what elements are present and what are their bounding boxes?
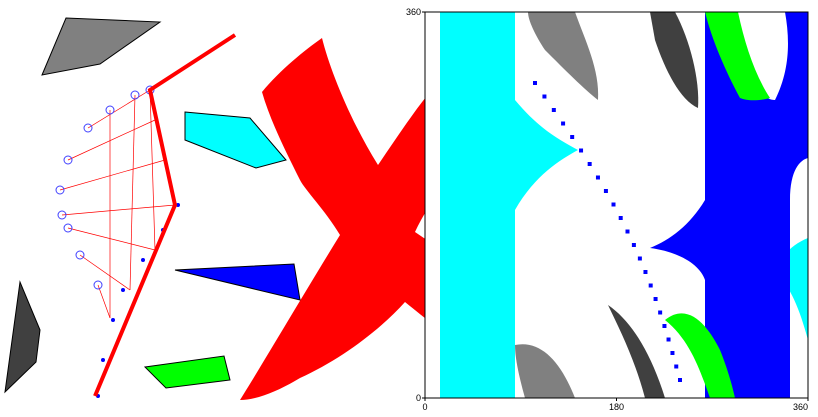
path-dot: [678, 378, 682, 382]
path-dot: [570, 135, 574, 139]
path-dot: [588, 162, 592, 166]
path-dot: [612, 203, 616, 207]
y-tick-label: 0: [416, 393, 421, 403]
arm-link: [80, 255, 130, 290]
arm-base-dot: [101, 358, 105, 362]
arm-link: [68, 120, 155, 160]
arm-base-dot: [111, 318, 115, 322]
path-dot: [533, 81, 537, 85]
path-dot: [654, 297, 658, 301]
path-dot: [596, 176, 600, 180]
path-dot: [658, 311, 662, 315]
path-dot: [604, 189, 608, 193]
arm-base-dot: [121, 288, 125, 292]
robot-arm: [95, 35, 235, 396]
path-dot: [561, 122, 565, 126]
arm-base-dot: [141, 258, 145, 262]
arm-link: [98, 285, 110, 318]
path-dot: [552, 108, 556, 112]
arm-link: [62, 205, 175, 215]
path-dot: [619, 216, 623, 220]
cspace: 0 180 360 0 360: [406, 7, 808, 412]
figure: 0 180 360 0 360: [0, 0, 818, 417]
arm-link: [88, 90, 150, 128]
x-tick-label: 180: [609, 402, 624, 412]
obstacle-darkgray: [5, 282, 40, 392]
page: {"cspace_axes": {"x_ticks": [0, 180, 360…: [0, 0, 818, 417]
path-dot: [579, 149, 583, 153]
path-dot: [674, 365, 678, 369]
obstacle-cyan: [185, 112, 286, 168]
obstacle-green: [145, 356, 230, 388]
arm-link: [68, 228, 155, 250]
path-dot: [632, 243, 636, 247]
path-dot: [667, 338, 671, 342]
obstacle-gray: [42, 18, 160, 75]
workspace: [5, 18, 300, 398]
y-tick-label: 360: [406, 7, 421, 17]
path-dot: [626, 230, 630, 234]
arm-link: [60, 160, 165, 190]
arm-link: [130, 95, 135, 290]
path-dot: [643, 270, 647, 274]
x-tick-label: 0: [422, 402, 427, 412]
x-tick-label: 360: [793, 402, 808, 412]
path-dot: [670, 351, 674, 355]
path-dot: [662, 324, 666, 328]
path-dot: [638, 257, 642, 261]
path-dot: [649, 284, 653, 288]
path-dot: [542, 95, 546, 99]
obstacle-blue: [175, 264, 300, 300]
